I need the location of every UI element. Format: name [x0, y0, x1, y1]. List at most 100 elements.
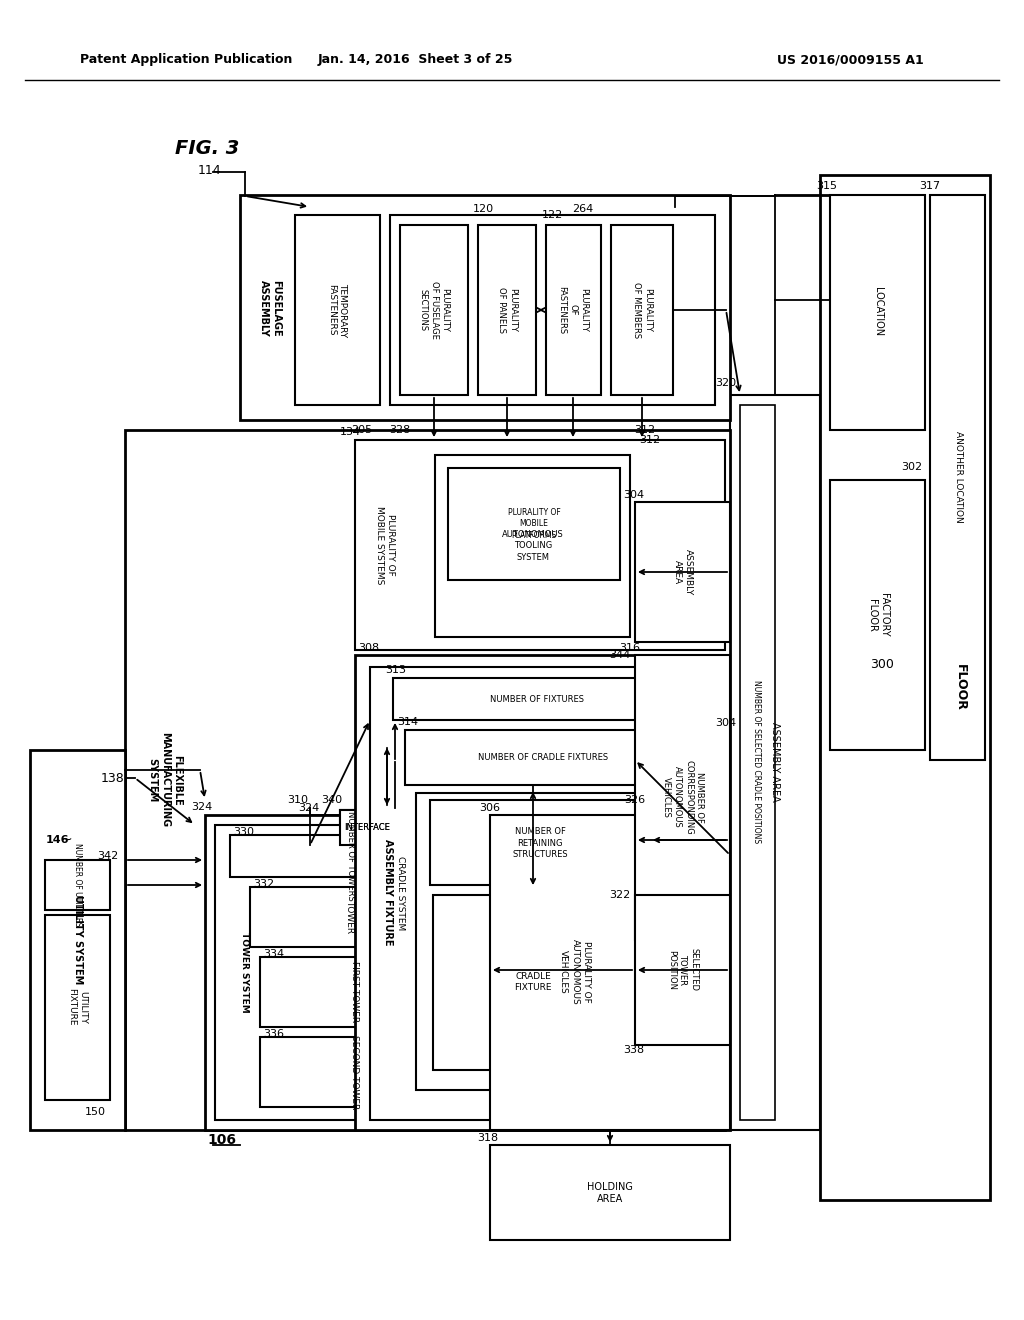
Text: 134: 134 [339, 426, 360, 437]
Bar [430, 800, 650, 884]
Text: 316: 316 [620, 643, 640, 653]
Text: Jan. 14, 2016  Sheet 3 of 25: Jan. 14, 2016 Sheet 3 of 25 [317, 54, 513, 66]
Text: LOCATION: LOCATION [873, 288, 883, 337]
Text: CRADLE SYSTEM: CRADLE SYSTEM [395, 855, 404, 931]
Text: FLOOR: FLOOR [953, 664, 967, 710]
Text: 312: 312 [639, 436, 660, 445]
Text: TOWER SYSTEM: TOWER SYSTEM [241, 932, 250, 1012]
Text: NUMBER OF TOWERS: NUMBER OF TOWERS [345, 810, 354, 900]
Text: 264: 264 [572, 205, 594, 214]
Bar [260, 957, 450, 1027]
Text: 304: 304 [716, 718, 736, 729]
Bar [45, 861, 110, 909]
Text: 344: 344 [609, 649, 631, 660]
Text: 306: 306 [479, 803, 501, 813]
Text: 324: 324 [191, 803, 213, 812]
Text: HOLDING
AREA: HOLDING AREA [587, 1181, 633, 1204]
Bar [830, 480, 925, 750]
Text: 312: 312 [635, 425, 655, 436]
Text: TEMPORARY
FASTENERS: TEMPORARY FASTENERS [327, 282, 347, 337]
Text: 304: 304 [624, 490, 644, 500]
Text: 300: 300 [870, 659, 894, 672]
Text: 122: 122 [542, 210, 562, 220]
Text: CRADLE
FIXTURE: CRADLE FIXTURE [514, 972, 552, 993]
Bar [416, 793, 679, 1090]
Bar [406, 730, 682, 785]
Text: UTILITY SYSTEM: UTILITY SYSTEM [73, 895, 83, 985]
Text: INTERFACE: INTERFACE [344, 824, 390, 833]
Text: 302: 302 [901, 462, 923, 473]
Text: PLURALITY
OF PANELS: PLURALITY OF PANELS [497, 286, 517, 333]
Text: 336: 336 [263, 1030, 284, 1039]
Text: 205: 205 [351, 425, 373, 436]
Text: ASSEMBLY
AREA: ASSEMBLY AREA [673, 549, 693, 595]
Text: 308: 308 [358, 643, 380, 653]
Bar [820, 176, 990, 1200]
Bar [730, 395, 820, 1130]
Text: NUMBER OF
CORRESPONDING
AUTONOMOUS
VEHICLES: NUMBER OF CORRESPONDING AUTONOMOUS VEHIC… [662, 759, 705, 834]
Bar [635, 895, 730, 1045]
Bar [340, 810, 395, 845]
Text: NUMBER OF UTILITIES: NUMBER OF UTILITIES [73, 843, 82, 927]
Text: FIG. 3: FIG. 3 [175, 139, 240, 157]
Text: FACTORY
FLOOR: FACTORY FLOOR [866, 593, 889, 636]
Bar [250, 887, 450, 946]
Text: 317: 317 [920, 181, 941, 191]
Text: 326: 326 [625, 795, 645, 805]
Text: NUMBER OF CRADLE FIXTURES: NUMBER OF CRADLE FIXTURES [478, 752, 608, 762]
Text: NUMBER OF
RETAINING
STRUCTURES: NUMBER OF RETAINING STRUCTURES [512, 828, 568, 858]
Text: PLURALITY OF
MOBILE SYSTEMS: PLURALITY OF MOBILE SYSTEMS [375, 506, 395, 585]
Bar [390, 215, 715, 405]
Bar [635, 502, 730, 642]
Text: 340: 340 [322, 795, 343, 805]
Text: 332: 332 [253, 879, 274, 888]
Bar [393, 678, 681, 719]
Text: 146: 146 [46, 836, 70, 845]
Text: SELECTED
TOWER
POSITION: SELECTED TOWER POSITION [668, 949, 698, 991]
Bar [125, 430, 730, 1130]
Text: Patent Application Publication: Patent Application Publication [80, 54, 293, 66]
Bar [355, 655, 725, 1130]
Bar [295, 215, 380, 405]
Bar [433, 895, 633, 1071]
Bar [30, 750, 125, 1130]
Bar [546, 224, 601, 395]
Bar [215, 825, 480, 1119]
Bar [611, 224, 673, 395]
Bar [635, 655, 730, 940]
Bar [240, 195, 730, 420]
Text: 315: 315 [816, 181, 838, 191]
Text: 342: 342 [97, 851, 119, 861]
Text: FIRST TOWER: FIRST TOWER [350, 961, 359, 1023]
Text: ANOTHER LOCATION: ANOTHER LOCATION [953, 432, 963, 523]
Text: FUSELAGE
ASSEMBLY: FUSELAGE ASSEMBLY [259, 280, 282, 337]
Text: 150: 150 [85, 1107, 105, 1117]
Text: SECOND TOWER: SECOND TOWER [350, 1035, 359, 1109]
Text: NUMBER OF FIXTURES: NUMBER OF FIXTURES [490, 694, 584, 704]
Text: 330: 330 [233, 828, 254, 837]
Text: US 2016/0009155 A1: US 2016/0009155 A1 [776, 54, 924, 66]
Bar [400, 224, 468, 395]
Bar [355, 440, 725, 649]
Bar [830, 195, 925, 430]
Bar [435, 455, 630, 638]
Text: PLURALITY OF
AUTONOMOUS
VEHICLES: PLURALITY OF AUTONOMOUS VEHICLES [559, 939, 591, 1005]
Text: 138: 138 [100, 771, 124, 784]
Bar [930, 195, 985, 760]
Text: PLURALITY OF
MOBILE
PLATFORMS: PLURALITY OF MOBILE PLATFORMS [508, 508, 560, 540]
Bar [490, 814, 730, 1130]
Text: 114: 114 [198, 164, 221, 177]
Text: 106: 106 [208, 1133, 237, 1147]
Bar [230, 836, 470, 876]
Bar [370, 667, 712, 1119]
Text: ~: ~ [60, 833, 72, 847]
Text: INTERFACE: INTERFACE [344, 824, 390, 833]
Bar [449, 469, 620, 579]
Text: NUMBER OF SELECTED CRADLE POSITIONS: NUMBER OF SELECTED CRADLE POSITIONS [753, 680, 762, 843]
Bar [490, 1144, 730, 1239]
Text: 320: 320 [716, 378, 736, 388]
Text: PLURALITY
OF FUSELAGE
SECTIONS: PLURALITY OF FUSELAGE SECTIONS [419, 281, 450, 339]
Text: FLEXIBLE
MANUFACTURING
SYSTEM: FLEXIBLE MANUFACTURING SYSTEM [147, 733, 182, 828]
Text: UTILITY
FIXTURE: UTILITY FIXTURE [67, 989, 87, 1026]
Text: PLURALITY
OF MEMBERS: PLURALITY OF MEMBERS [632, 282, 652, 338]
